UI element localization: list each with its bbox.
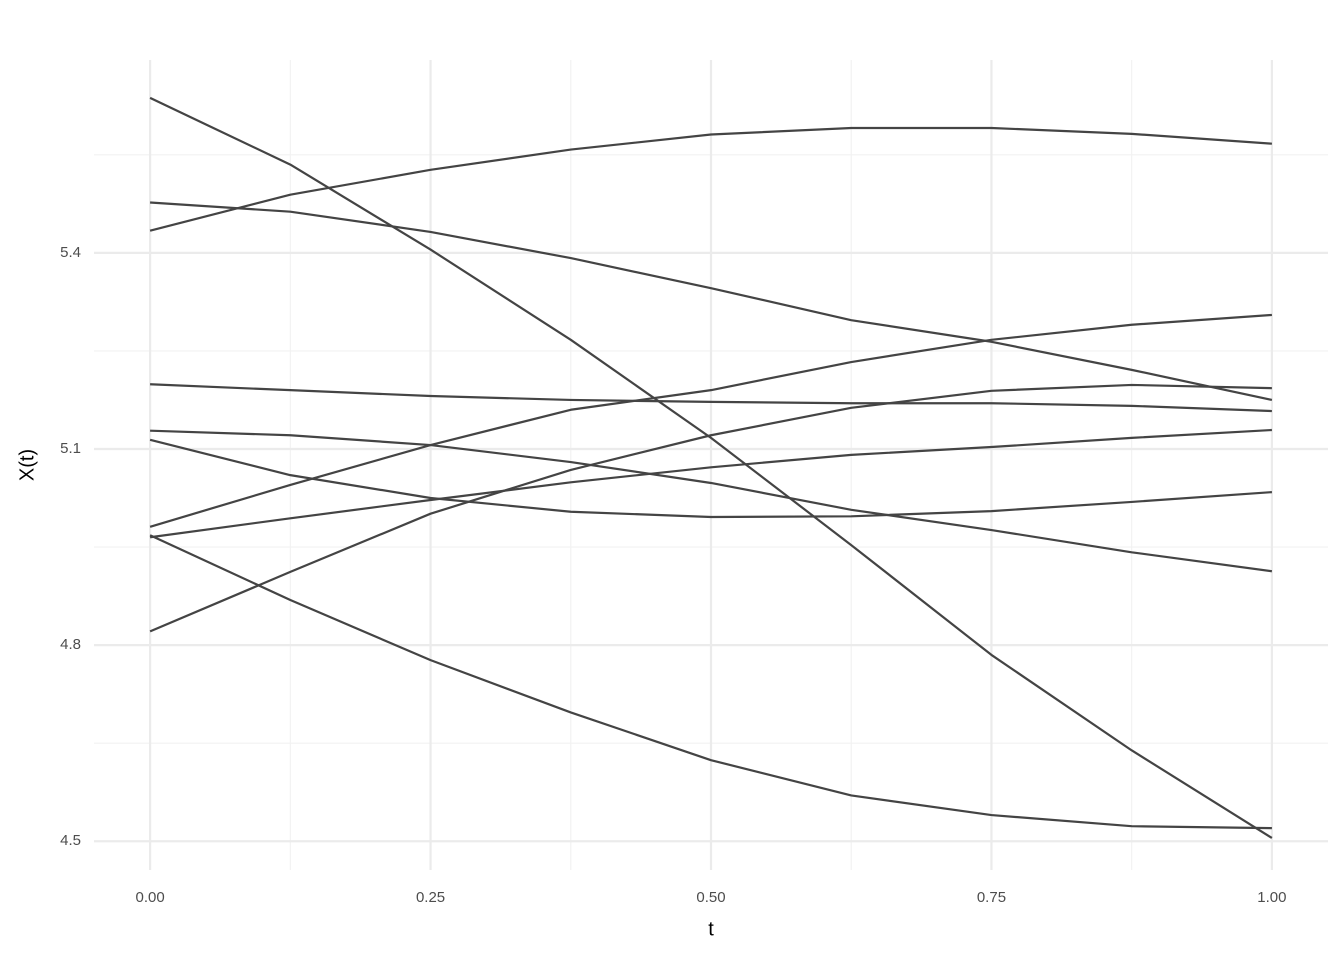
series-line <box>149 96 1273 839</box>
y-tick-label: 5.4 <box>60 244 81 261</box>
x-tick-label: 0.75 <box>977 889 1006 906</box>
series-line <box>149 534 1272 830</box>
x-tick-label: 0.00 <box>135 889 164 906</box>
y-tick-label: 5.1 <box>60 440 81 457</box>
x-tick-label: 0.25 <box>416 889 445 906</box>
series-line <box>150 383 1272 413</box>
series-line <box>149 126 1272 232</box>
y-axis-title: X(t) <box>16 449 38 481</box>
series-line <box>149 313 1272 528</box>
series-line <box>149 428 1272 539</box>
series-line <box>150 201 1273 402</box>
y-tick-label: 4.5 <box>60 832 81 849</box>
x-tick-label: 0.50 <box>696 889 725 906</box>
x-axis-title: t <box>708 918 714 940</box>
series-line <box>149 383 1272 633</box>
series-line <box>150 429 1273 573</box>
series-line <box>149 438 1272 519</box>
y-tick-label: 4.8 <box>60 636 81 653</box>
x-tick-label: 1.00 <box>1257 889 1286 906</box>
